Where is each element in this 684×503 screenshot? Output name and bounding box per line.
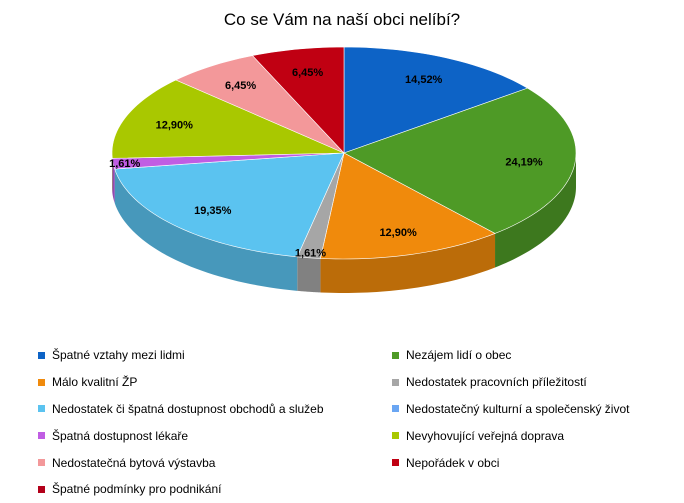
legend-item: Nepořádek v obci: [392, 449, 672, 476]
pie-side-3: [297, 257, 320, 293]
legend-item: Málo kvalitní ŽP: [38, 369, 392, 396]
legend-swatch: [38, 432, 45, 439]
legend-item: Špatná dostupnost lékaře: [38, 422, 392, 449]
legend-label: Nezájem lidí o obec: [406, 348, 511, 362]
legend-label: Nedostatečná bytová výstavba: [52, 456, 215, 470]
legend-swatch: [392, 379, 399, 386]
legend-label: Špatné podmínky pro podnikání: [52, 482, 221, 496]
legend-item: Nezájem lidí o obec: [392, 342, 672, 369]
data-label-4: 19,35%: [194, 205, 232, 217]
data-label-6: 1,61%: [109, 158, 140, 170]
legend-swatch: [38, 405, 45, 412]
data-label-3: 1,61%: [295, 248, 326, 260]
legend-label: Špatné vztahy mezi lidmi: [52, 348, 185, 362]
legend-swatch: [38, 352, 45, 359]
legend-swatch: [38, 459, 45, 466]
legend-swatch: [392, 352, 399, 359]
legend-label: Nevyhovující veřejná doprava: [406, 429, 564, 443]
pie-slices: [112, 47, 576, 259]
legend-label: Nedostatek či špatná dostupnost obchodů …: [52, 402, 324, 416]
data-label-9: 6,45%: [292, 67, 323, 79]
legend-item: Nevyhovující veřejná doprava: [392, 422, 672, 449]
data-label-7: 12,90%: [156, 119, 194, 131]
legend-swatch: [38, 379, 45, 386]
legend-swatch: [38, 486, 45, 493]
legend-label: Nedostatečný kulturní a společenský živo…: [406, 402, 629, 416]
chart-legend: Špatné vztahy mezi lidmi Nezájem lidí o o…: [38, 342, 672, 503]
data-label-0: 14,52%: [405, 74, 443, 86]
legend-item: Špatné vztahy mezi lidmi: [38, 342, 392, 369]
legend-item: Nedostatečný kulturní a společenský živo…: [392, 396, 672, 423]
data-label-1: 24,19%: [505, 156, 543, 168]
legend-swatch: [392, 432, 399, 439]
legend-swatch: [392, 405, 399, 412]
legend-item: Nedostatečná bytová výstavba: [38, 449, 392, 476]
legend-label: Málo kvalitní ŽP: [52, 375, 137, 389]
legend-item: Nedostatek pracovních příležitostí: [392, 369, 672, 396]
data-label-8: 6,45%: [225, 80, 256, 92]
data-label-2: 12,90%: [379, 227, 417, 239]
legend-label: Špatná dostupnost lékaře: [52, 429, 188, 443]
legend-label: Nedostatek pracovních příležitostí: [406, 375, 587, 389]
pie-chart: 14,52% 24,19% 12,90% 1,61% 19,35% 1,61% 12,90%…: [0, 0, 684, 340]
legend-swatch: [392, 459, 399, 466]
legend-item: Špatné podmínky pro podnikání: [38, 476, 392, 503]
legend-label: Nepořádek v obci: [406, 456, 499, 470]
legend-item: Nedostatek či špatná dostupnost obchodů …: [38, 396, 392, 423]
